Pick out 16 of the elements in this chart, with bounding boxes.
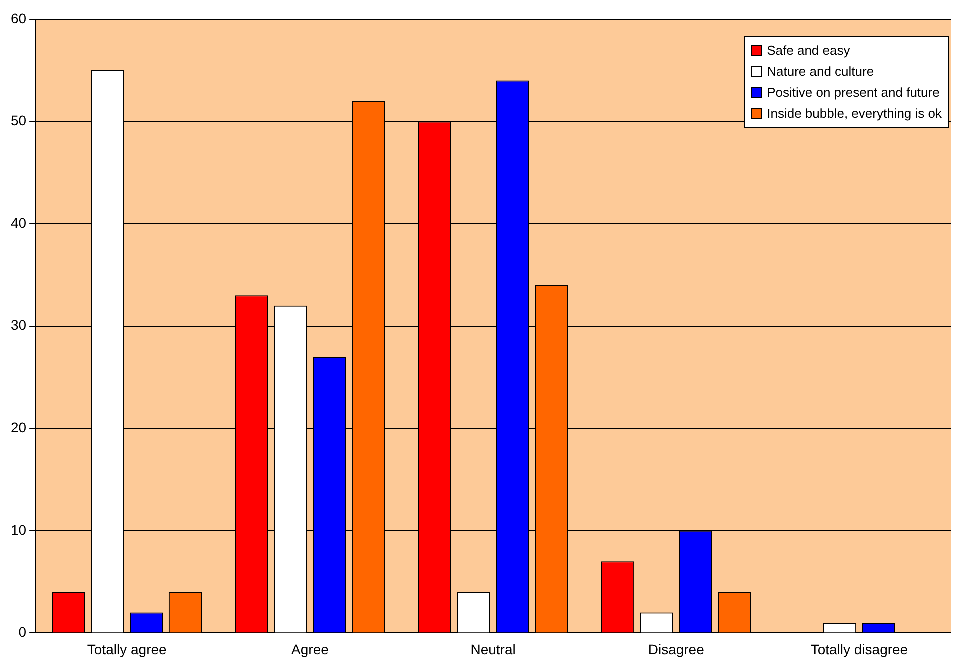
y-tick-label: 10 — [10, 522, 27, 538]
y-tick-label: 40 — [10, 214, 27, 231]
x-tick-label: Agree — [292, 641, 330, 658]
legend-label: Inside bubble, everything is ok — [767, 105, 942, 123]
y-tick-label: 0 — [18, 624, 27, 640]
x-tick-label: Totally agree — [87, 641, 168, 658]
x-tick-label: Neutral — [470, 641, 516, 658]
y-tick-label: 60 — [10, 10, 27, 26]
legend-label: Nature and culture — [767, 63, 874, 81]
x-tick-label: Totally disagree — [810, 641, 908, 658]
x-tick-label: Disagree — [648, 641, 705, 658]
y-tick-label: 50 — [10, 112, 27, 129]
y-tick-label: 30 — [10, 317, 27, 334]
legend-label: Positive on present and future — [767, 84, 940, 102]
legend-label: Safe and easy — [767, 42, 850, 60]
y-tick-label: 20 — [10, 419, 27, 436]
